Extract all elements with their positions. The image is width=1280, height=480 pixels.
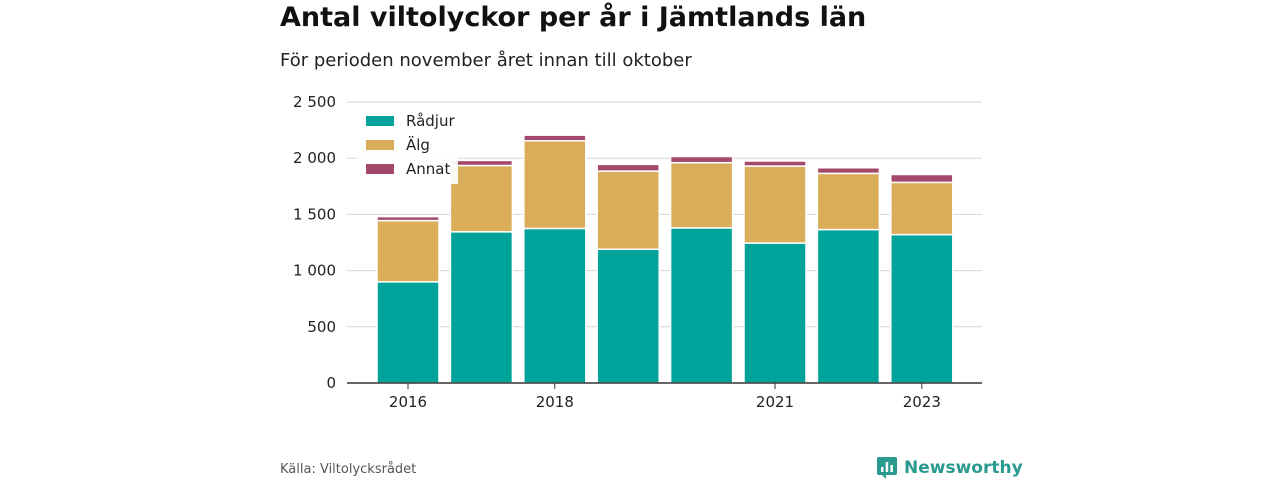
chart-title: Antal viltolyckor per år i Jämtlands län xyxy=(280,2,867,33)
chart-subtitle: För perioden november året innan till ok… xyxy=(280,50,692,71)
bar-lg-2018 xyxy=(523,140,587,230)
bars xyxy=(376,134,954,384)
y-tick-label: 1 000 xyxy=(293,262,336,280)
brand-name: Newsworthy xyxy=(904,458,1023,478)
bar-annat-2021 xyxy=(743,160,807,167)
bar-lg-2017 xyxy=(449,164,514,233)
brand-logo: Newsworthy xyxy=(876,456,1023,480)
y-tick-label: 2 500 xyxy=(293,93,336,111)
axes: 0 500 1 000 1 500 2 000 2 500 2016 2018 2021 2023 xyxy=(293,93,982,411)
legend-label: Älg xyxy=(406,135,430,154)
bar-rdjur-2017 xyxy=(449,231,514,384)
y-tick-label: 500 xyxy=(307,318,336,336)
x-tick-label: 2018 xyxy=(536,393,574,411)
bar-rdjur-2022 xyxy=(816,228,881,384)
bar-rdjur-2020 xyxy=(669,227,734,384)
bar-annat-2023 xyxy=(890,173,954,184)
legend-label: Rådjur xyxy=(406,112,455,130)
x-tick-label: 2016 xyxy=(389,393,427,411)
bar-annat-2022 xyxy=(816,167,881,175)
newsworthy-logo-icon xyxy=(877,457,897,479)
legend-label: Annat xyxy=(406,160,450,178)
bar-annat-2019 xyxy=(596,163,660,172)
bar-lg-2022 xyxy=(816,172,881,231)
source-note: Källa: Viltolycksrådet xyxy=(280,462,417,477)
legend-swatch-rdjur xyxy=(366,116,394,126)
bar-rdjur-2016 xyxy=(376,281,440,384)
bar-annat-2017 xyxy=(449,159,514,167)
legend: Rådjur Älg Annat xyxy=(356,106,458,184)
bar-annat-2018 xyxy=(523,134,587,142)
y-tick-label: 1 500 xyxy=(293,205,336,223)
x-tick-label: 2021 xyxy=(756,393,794,411)
bar-lg-2019 xyxy=(596,170,660,250)
bar-annat-2020 xyxy=(669,155,734,164)
bar-rdjur-2023 xyxy=(890,233,954,384)
bar-rdjur-2021 xyxy=(743,242,807,384)
y-tick-label: 2 000 xyxy=(293,149,336,167)
bar-rdjur-2018 xyxy=(523,227,587,384)
bar-lg-2016 xyxy=(376,219,440,283)
bar-rdjur-2019 xyxy=(596,248,660,384)
bar-lg-2020 xyxy=(669,161,734,229)
y-tick-label: 0 xyxy=(326,374,336,392)
x-tick-label: 2023 xyxy=(903,393,941,411)
bar-annat-2016 xyxy=(376,215,440,222)
legend-swatch-annat xyxy=(366,164,394,174)
legend-swatch-lg xyxy=(366,140,394,150)
bar-chart: 0 500 1 000 1 500 2 000 2 500 2016 2018 2021 2023… xyxy=(293,93,982,411)
bar-lg-2023 xyxy=(890,181,954,236)
bar-lg-2021 xyxy=(743,165,807,244)
